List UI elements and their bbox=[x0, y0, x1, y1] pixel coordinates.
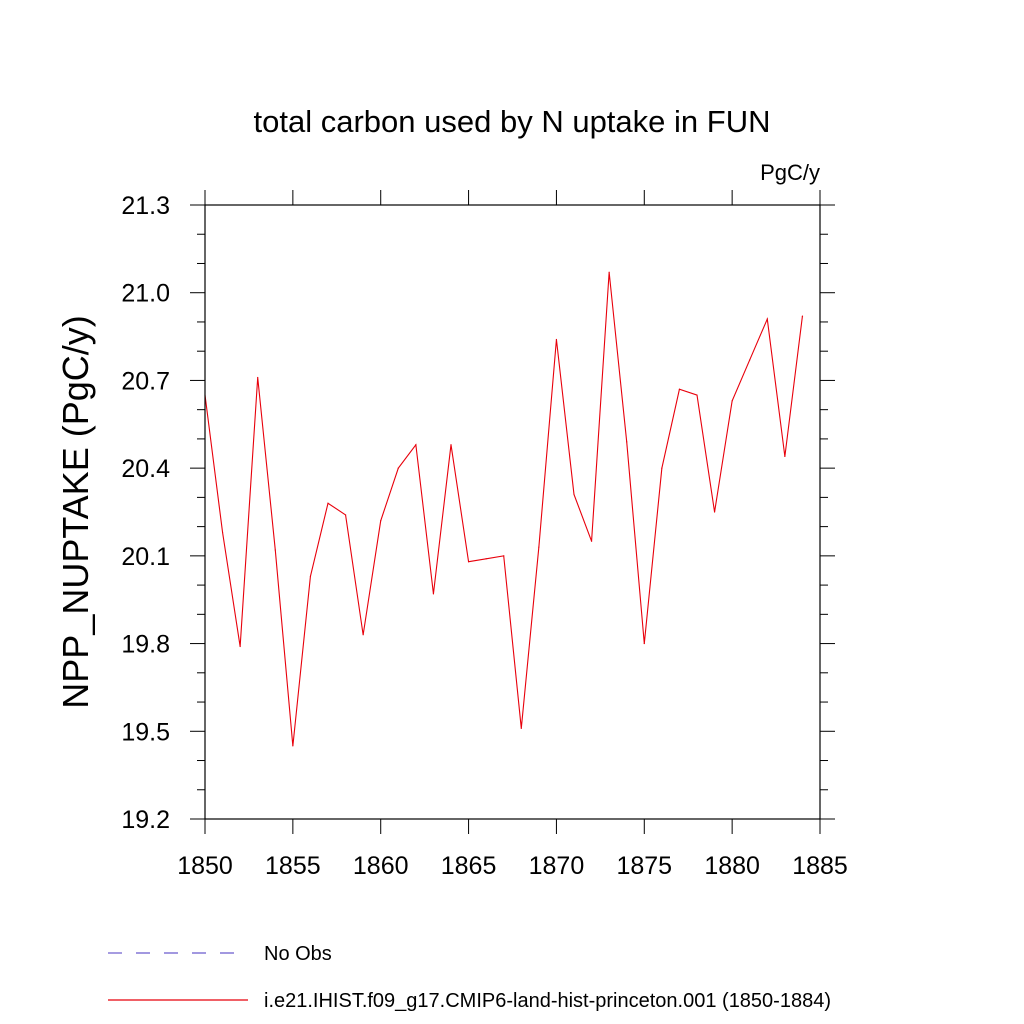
y-tick-label: 21.3 bbox=[121, 192, 170, 220]
plot-frame bbox=[204, 204, 821, 820]
x-tick-label: 1860 bbox=[353, 852, 409, 880]
data-point bbox=[467, 561, 470, 563]
data-point bbox=[239, 645, 241, 648]
data-point bbox=[696, 394, 698, 396]
data-point bbox=[362, 634, 364, 636]
legend-label-no-obs: No Obs bbox=[264, 943, 332, 965]
data-point bbox=[257, 376, 259, 379]
data-point bbox=[749, 359, 751, 361]
data-point bbox=[801, 315, 804, 317]
y-tick-label: 19.2 bbox=[121, 806, 170, 834]
data-point bbox=[731, 400, 733, 402]
data-point bbox=[555, 338, 558, 341]
data-point bbox=[626, 441, 628, 443]
data-point bbox=[485, 558, 487, 560]
data-point bbox=[309, 575, 312, 577]
y-tick-label: 19.5 bbox=[121, 718, 170, 746]
data-point bbox=[292, 745, 294, 747]
x-tick-label: 1885 bbox=[792, 852, 848, 880]
data-point bbox=[608, 271, 610, 273]
data-point bbox=[590, 540, 593, 542]
x-tick-label: 1880 bbox=[704, 852, 760, 880]
data-point bbox=[573, 493, 575, 496]
series-line-model-run bbox=[204, 272, 803, 746]
data-point bbox=[661, 467, 663, 469]
data-point bbox=[380, 520, 382, 522]
data-point bbox=[432, 593, 435, 595]
data-point bbox=[221, 531, 224, 534]
data-point bbox=[344, 514, 347, 516]
legend-label-model-run: i.e21.IHIST.f09_g17.CMIP6-land-hist-prin… bbox=[264, 990, 831, 1012]
x-tick-label: 1870 bbox=[529, 852, 585, 880]
data-point bbox=[450, 444, 452, 446]
data-point bbox=[327, 502, 329, 504]
legend: No Obs i.e21.IHIST.f09_g17.CMIP6-land-hi… bbox=[108, 943, 831, 1012]
data-point bbox=[520, 727, 522, 729]
major-ticks bbox=[190, 190, 835, 834]
x-tick-label: 1850 bbox=[177, 852, 233, 880]
x-tick-labels: 1850 1855 1860 1865 1870 1875 1880 1885 bbox=[177, 852, 848, 880]
data-point bbox=[397, 467, 399, 469]
data-point bbox=[784, 455, 786, 458]
data-point bbox=[503, 555, 505, 557]
data-point bbox=[643, 642, 645, 645]
data-point bbox=[538, 546, 540, 548]
y-tick-label: 20.7 bbox=[121, 367, 170, 395]
data-point bbox=[713, 511, 716, 513]
chart-title: total carbon used by N uptake in FUN bbox=[254, 104, 771, 139]
minor-ticks bbox=[197, 233, 828, 791]
x-tick-label: 1865 bbox=[441, 852, 497, 880]
series-layer bbox=[204, 271, 804, 747]
data-point bbox=[766, 318, 768, 320]
data-point bbox=[678, 388, 681, 390]
data-point bbox=[274, 549, 276, 551]
y-tick-label: 19.8 bbox=[121, 631, 170, 659]
x-tick-label: 1855 bbox=[265, 852, 321, 880]
y-tick-labels: 19.2 19.5 19.8 20.1 20.4 20.7 21.0 21.3 bbox=[121, 192, 170, 834]
y-tick-label: 21.0 bbox=[121, 280, 170, 308]
y-tick-label: 20.1 bbox=[121, 543, 170, 571]
x-tick-label: 1875 bbox=[616, 852, 672, 880]
data-point bbox=[415, 444, 417, 446]
y-axis-label: NPP_NUPTAKE (PgC/y) bbox=[55, 315, 96, 708]
y-tick-label: 20.4 bbox=[121, 455, 170, 483]
units-label: PgC/y bbox=[760, 160, 820, 185]
